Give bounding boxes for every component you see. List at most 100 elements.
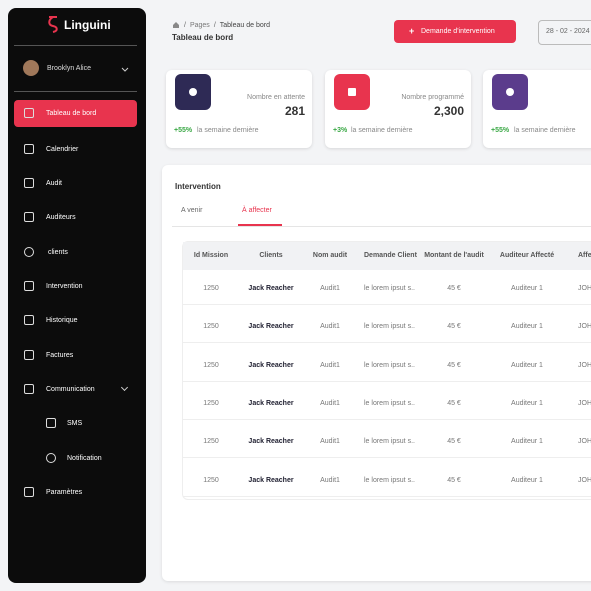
menu-icon: [46, 418, 56, 428]
menu-item[interactable]: Communication: [46, 386, 95, 393]
breadcrumb: / Pages / Tableau de bord: [184, 22, 274, 29]
panel-title: Intervention: [175, 182, 221, 191]
breadcrumb-item: Tableau de bord: [219, 22, 270, 29]
table-cell: 45 €: [447, 399, 461, 407]
user-name[interactable]: Brooklyn Alice: [47, 65, 91, 72]
table-cell: Jack Reacher: [248, 323, 294, 331]
chevron: [121, 67, 129, 72]
table-cell: Jack Reacher: [248, 438, 294, 446]
menu-item[interactable]: clients: [48, 249, 68, 256]
card-change-text: la semaine dernière: [197, 127, 259, 134]
menu-icon: [24, 315, 34, 325]
table-cell: JOH: [578, 285, 591, 292]
menu-item[interactable]: Historique: [46, 317, 78, 324]
menu-item[interactable]: Paramètres: [46, 489, 83, 496]
table-cell: Audit1: [320, 323, 340, 331]
table-cell: 1250: [203, 399, 219, 407]
brand: Linguini: [64, 18, 111, 32]
avatar: [23, 60, 39, 76]
table-cell: Auditeur 1: [511, 361, 543, 369]
menu-item[interactable]: Audit: [46, 180, 62, 187]
page-title: Tableau de bord: [172, 33, 234, 42]
table-cell: 45 €: [447, 323, 461, 331]
card-label: Nombre en attente: [247, 94, 305, 101]
table-cell: le lorem ipsut s..: [364, 361, 415, 369]
table-cell: Jack Reacher: [248, 476, 294, 484]
table-cell: JOH: [578, 323, 591, 331]
menu-icon: [24, 144, 34, 154]
panel: [162, 165, 591, 581]
menu-icon: [24, 487, 34, 497]
divider: [14, 91, 137, 92]
table-cell: 45 €: [447, 476, 461, 484]
menu-icon: [46, 453, 56, 463]
table-cell: Audit1: [320, 285, 340, 292]
table-cell: Auditeur 1: [511, 323, 543, 331]
date-box[interactable]: [538, 20, 591, 45]
table-header-cell: Id Mission: [193, 252, 229, 259]
menu-icon: [24, 212, 34, 222]
request-button[interactable]: [394, 20, 516, 43]
table-cell: 1250: [203, 438, 219, 446]
card-icon-glyph: [348, 88, 356, 96]
menu-item[interactable]: Factures: [46, 352, 74, 359]
breadcrumb-item[interactable]: Pages: [189, 22, 210, 29]
row-divider: [183, 495, 591, 497]
table-header-cell: Demande Client: [364, 252, 417, 259]
row-divider: [183, 418, 591, 420]
menu-icon: [24, 108, 34, 118]
logo-icon: [48, 16, 58, 33]
table-cell: JOH: [578, 399, 591, 407]
date: 28 - 02 - 2024: [546, 28, 590, 35]
table-cell: 45 €: [447, 285, 461, 292]
table-header-cell: Affe: [578, 252, 591, 259]
table-cell: JOH: [578, 361, 591, 369]
card-change: +55%: [174, 127, 193, 134]
card-label: Nombre programmé: [401, 94, 464, 101]
table-cell: 45 €: [447, 361, 461, 369]
tab-active[interactable]: À affecter: [242, 207, 272, 214]
divider: [14, 45, 137, 46]
table-cell: Jack Reacher: [248, 361, 294, 369]
row-divider: [183, 380, 591, 382]
row-divider: [183, 342, 591, 344]
menu-item[interactable]: Calendrier: [46, 146, 79, 153]
menu-item[interactable]: Auditeurs: [46, 214, 76, 221]
menu-item[interactable]: Tableau de bord: [46, 110, 97, 117]
menu-item[interactable]: Notification: [67, 455, 102, 462]
table-cell: le lorem ipsut s..: [364, 399, 415, 407]
card-change: +55%: [491, 127, 510, 134]
table-cell: 1250: [203, 476, 219, 484]
table-cell: Audit1: [320, 361, 340, 369]
tabs-line: [172, 226, 591, 227]
table-cell: Auditeur 1: [511, 285, 543, 292]
menu-item[interactable]: Intervention: [46, 283, 83, 290]
card-change-text: la semaine dernière: [514, 127, 576, 134]
menu-icon: [24, 178, 34, 188]
table-cell: Auditeur 1: [511, 399, 543, 407]
table-header-cell: Montant de l'audit: [424, 252, 484, 259]
table-cell: le lorem ipsut s..: [364, 285, 415, 292]
table-header-cell: Clients: [259, 252, 283, 259]
card-icon-glyph: [506, 88, 514, 96]
table-cell: 45 €: [447, 438, 461, 446]
table-cell: JOH: [578, 438, 591, 446]
menu-item[interactable]: SMS: [67, 420, 83, 427]
row-divider: [183, 304, 591, 305]
card-change-text: la semaine dernière: [351, 127, 413, 134]
home-icon: [173, 22, 179, 28]
table-cell: Audit1: [320, 399, 340, 407]
menu-icon: [24, 281, 34, 291]
breadcrumb-separator: /: [213, 22, 216, 29]
menu-active-bg: [14, 100, 137, 127]
tab[interactable]: A venir: [181, 207, 203, 214]
menu-icon: [24, 384, 34, 394]
table-cell: le lorem ipsut s..: [364, 476, 415, 484]
button-plus: +: [409, 26, 415, 36]
breadcrumb-separator: /: [184, 22, 186, 29]
table-cell: Audit1: [320, 438, 340, 446]
table-cell: Jack Reacher: [248, 399, 294, 407]
table-cell: 1250: [203, 323, 219, 331]
table-cell: JOH: [578, 476, 591, 484]
